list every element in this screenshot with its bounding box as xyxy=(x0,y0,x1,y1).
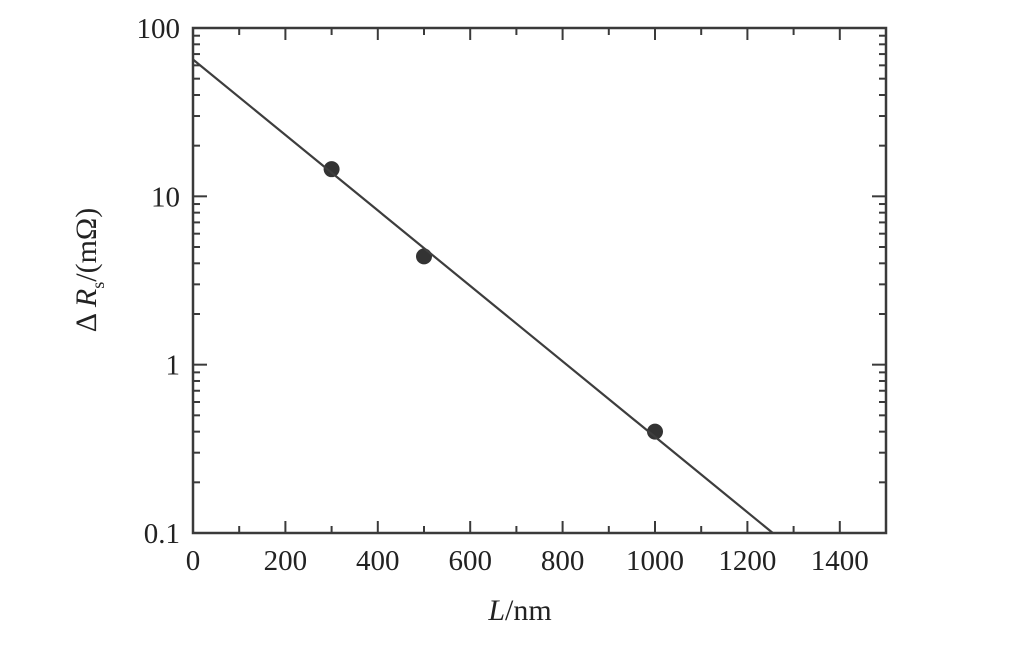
series-layer xyxy=(192,58,774,534)
x-tick-label: 1000 xyxy=(626,545,684,577)
y-tick-label: 1 xyxy=(166,350,181,382)
x-tick-label: 1200 xyxy=(718,545,776,577)
y-tick-label: 10 xyxy=(151,181,180,213)
x-axis-title: L/nm xyxy=(487,594,551,627)
y-axis-title: Δ Rs/(mΩ) xyxy=(70,208,108,332)
x-tick-label: 0 xyxy=(186,545,201,577)
y-tick-label: 0.1 xyxy=(144,518,180,550)
y-tick-labels: 0.1 1 10 100 xyxy=(137,13,181,550)
x-tick-label: 400 xyxy=(356,545,400,577)
x-tick-label: 600 xyxy=(448,545,492,577)
plot-frame xyxy=(191,26,888,535)
data-point xyxy=(323,161,340,178)
tick-marks xyxy=(192,27,887,534)
x-tick-label: 200 xyxy=(264,545,308,577)
data-point xyxy=(416,248,432,265)
x-tick-label: 800 xyxy=(541,545,585,577)
x-tick-label: 1400 xyxy=(811,545,869,577)
x-tick-labels: 0 200 400 600 800 1000 1200 1400 xyxy=(186,545,869,577)
fit-line xyxy=(192,58,774,534)
y-tick-label: 100 xyxy=(137,13,181,45)
data-point xyxy=(647,423,663,440)
